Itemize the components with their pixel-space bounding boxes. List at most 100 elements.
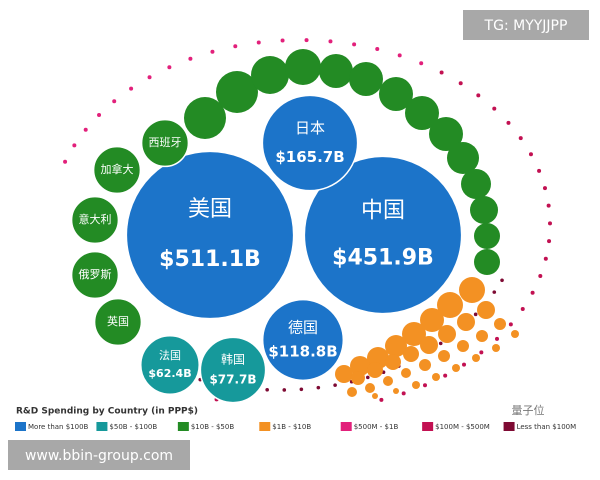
legend-label: $10B - $50B — [191, 423, 235, 431]
decor-dot — [542, 186, 547, 191]
decor-dot — [347, 387, 357, 397]
bubbles: 美国 $511.1B 中国 $451.9B 日本 $165.7B 德国 $118.8B 法国 $6… — [70, 94, 463, 404]
decor-dot — [112, 99, 117, 104]
decor-dot — [458, 81, 463, 86]
decor-dot — [351, 371, 365, 385]
decor-dot — [528, 152, 533, 157]
legend-label: More than $100B — [28, 423, 89, 431]
decor-dot — [420, 308, 444, 332]
decor-dot — [472, 354, 480, 362]
legend-swatch — [503, 422, 515, 431]
bubble-name: 德国 — [288, 318, 318, 336]
decor-dot — [547, 221, 552, 226]
decor-dot — [401, 391, 406, 396]
bubble — [140, 118, 190, 168]
decor-dot — [383, 376, 393, 386]
decor-dot — [457, 340, 469, 352]
legend-label: $500M - $1B — [354, 423, 399, 431]
legend-label: $50B - $100B — [109, 423, 157, 431]
decor-dot — [328, 39, 333, 44]
decor-dot — [495, 336, 500, 341]
decor-dot — [476, 330, 488, 342]
decor-dot — [462, 362, 467, 367]
decor-dot — [299, 387, 304, 392]
decor-dot — [129, 86, 134, 91]
decor-dot — [429, 117, 463, 151]
decor-dot — [508, 322, 513, 327]
decor-dot — [457, 313, 475, 331]
bubble-value: $451.9B — [332, 246, 434, 271]
bubble-name: 英国 — [107, 314, 129, 328]
bubble — [261, 94, 359, 192]
bubble-name: 西班牙 — [149, 136, 182, 149]
decor-dot — [385, 354, 401, 370]
watermark-box — [8, 440, 190, 470]
decor-dot — [352, 42, 357, 47]
decor-dot — [459, 277, 485, 303]
decor-dot — [443, 373, 448, 378]
chart-title: R&D Spending by Country (in PPP$) — [16, 407, 198, 417]
bubble-name: 韩国 — [221, 352, 245, 367]
decor-dot — [63, 159, 68, 164]
decor-dot — [438, 325, 456, 343]
bubble — [199, 336, 267, 404]
bubble-name: 中国 — [361, 198, 405, 223]
decor-dot — [216, 71, 258, 113]
decor-dot — [438, 350, 450, 362]
bubble — [303, 155, 463, 315]
bubble — [140, 335, 200, 395]
bubble — [70, 250, 120, 300]
decor-dot — [282, 388, 287, 392]
legend-label: $1B - $10B — [272, 423, 311, 431]
decor-dot — [385, 335, 407, 357]
decor-dot — [547, 239, 552, 244]
decor-dot — [520, 306, 525, 311]
decor-dot — [280, 38, 285, 43]
decor-dot — [147, 75, 152, 80]
decor-dot — [83, 127, 88, 132]
bottom-watermark: www.bbin-group.com — [25, 448, 173, 464]
decor-dot — [333, 383, 337, 387]
decor-dot — [518, 136, 523, 141]
logo-watermark: 量子位 — [512, 403, 545, 417]
decor-dot — [494, 318, 506, 330]
decor-dot — [479, 350, 484, 355]
decor-dot — [349, 62, 383, 96]
bubble-name: 法国 — [159, 348, 181, 362]
bubble-name: 美国 — [188, 197, 232, 222]
decor-dot — [372, 393, 378, 399]
bubble-value: $62.4B — [148, 367, 191, 380]
decor-dot — [474, 249, 500, 275]
bubble-name: 意大利 — [79, 212, 112, 226]
decor-dot — [285, 49, 321, 85]
decor-dot — [500, 278, 504, 283]
bubble-value: $118.8B — [268, 343, 337, 361]
decor-dot — [379, 397, 384, 402]
decor-dot — [439, 70, 444, 75]
bubble-name: 俄罗斯 — [79, 268, 112, 281]
decor-dot — [393, 388, 399, 394]
decor-dot — [461, 169, 491, 199]
decor-dot — [543, 256, 548, 261]
decor-dot — [474, 223, 500, 249]
decor-dot — [438, 341, 443, 346]
decor-dot — [335, 365, 353, 383]
decor-dot — [546, 203, 551, 208]
decor-dot — [420, 336, 438, 354]
bubble-name: 日本 — [295, 119, 325, 137]
decor-dot — [403, 346, 419, 362]
decor-dot — [401, 368, 411, 378]
decor-dot — [405, 96, 439, 130]
decor-dot — [530, 290, 535, 295]
decor-dot — [402, 322, 426, 346]
decor-dot — [350, 356, 370, 376]
decor-dot — [233, 44, 238, 49]
decor-dot — [184, 97, 226, 139]
decor-dot — [366, 375, 370, 380]
legend-swatch — [259, 422, 271, 431]
decor-dot — [473, 312, 478, 317]
bubble-value: $77.7B — [209, 372, 256, 386]
top-watermark: TG: MYYJJPP — [484, 18, 568, 34]
decor-dot — [251, 56, 289, 94]
decor-dot — [452, 364, 460, 372]
